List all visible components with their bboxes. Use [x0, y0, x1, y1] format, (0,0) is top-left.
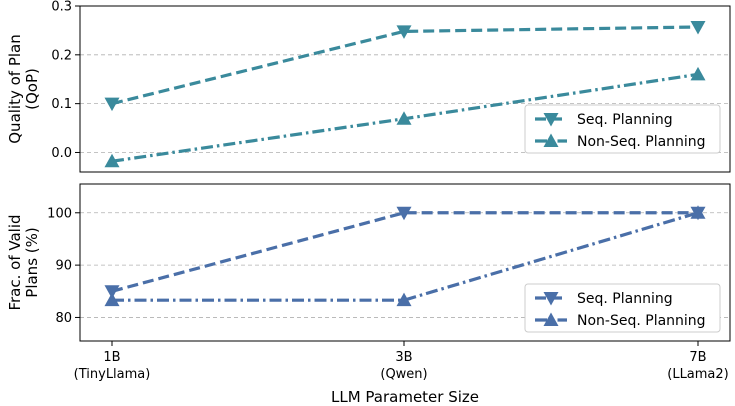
validity-seq-planning-point — [396, 206, 412, 221]
validity-seq-planning-point — [104, 285, 120, 299]
validity-ytick-label: 100 — [47, 206, 72, 221]
qop-non-seq-planning-point — [690, 66, 706, 81]
validity-panel: 80 90 100 Frac. of Valid Plans (%) Seq. Pl… — [6, 183, 731, 342]
qop-ytick-label: 0.2 — [51, 48, 72, 63]
qop-legend-marker — [543, 133, 559, 147]
x-tick-model-label: (LLama2) — [667, 367, 729, 382]
qop-non-seq-planning-point — [396, 111, 412, 125]
qop-ytick-label: 0.3 — [51, 0, 72, 15]
validity-ylabel-line2: Plans (%) — [23, 227, 41, 297]
validity-legend: Seq. Planning Non-Seq. Planning — [524, 283, 721, 333]
qop-seq-planning-point — [396, 25, 412, 39]
x-axis: 1B (TinyLlama) 3B (Qwen) 7B (LLama2) — [74, 341, 729, 382]
x-tick-model-label: (TinyLlama) — [74, 367, 151, 382]
qop-legend: Seq. Planning Non-Seq. Planning — [524, 104, 721, 154]
validity-ytick-label: 90 — [55, 259, 72, 274]
qop-panel: 0.0 0.1 0.2 0.3 Quality of Plan (QoP) Seq. … — [6, 0, 731, 173]
validity-ylabel-line1: Frac. of Valid — [6, 214, 24, 310]
qop-ytick-label: 0.0 — [51, 146, 72, 161]
qop-legend-label: Seq. Planning — [577, 112, 673, 128]
qop-ytick-label: 0.1 — [51, 97, 72, 112]
validity-legend-label: Seq. Planning — [577, 291, 673, 307]
x-axis-label: LLM Parameter Size — [331, 388, 479, 406]
validity-ytick-label: 80 — [55, 311, 72, 326]
validity-legend-marker — [543, 292, 559, 306]
validity-non-seq-planning-point — [690, 205, 706, 219]
validity-legend-label: Non-Seq. Planning — [577, 313, 706, 329]
qop-ylabel-line1: Quality of Plan — [6, 34, 24, 144]
validity-non-seq-planning-point — [104, 292, 120, 307]
validity-non-seq-planning-point — [396, 292, 412, 307]
qop-legend-marker — [543, 113, 559, 127]
validity-legend-frame — [524, 283, 721, 333]
qop-seq-planning-point — [690, 20, 706, 35]
qop-seq-planning-line — [111, 25, 699, 106]
validity-non-seq-planning-line — [112, 211, 699, 302]
x-tick-size-label: 7B — [689, 350, 706, 365]
qop-legend-frame — [524, 104, 721, 154]
x-tick-size-label: 3B — [395, 350, 412, 365]
validity-legend-marker — [543, 312, 559, 326]
qop-ylabel-line2: (QoP) — [23, 68, 41, 110]
x-tick-model-label: (Qwen) — [380, 367, 427, 382]
qop-non-seq-planning-point — [104, 153, 120, 168]
qop-axes-frame — [79, 5, 731, 173]
validity-seq-planning-line — [111, 211, 698, 293]
qop-seq-planning-point — [104, 97, 120, 112]
x-tick-size-label: 1B — [103, 350, 120, 365]
qop-legend-label: Non-Seq. Planning — [577, 134, 706, 150]
validity-axes-frame — [79, 183, 731, 342]
